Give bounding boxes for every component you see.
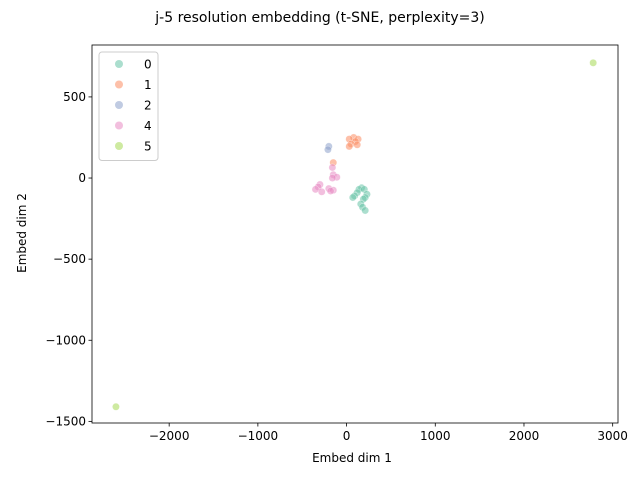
point-series-5-0 <box>589 58 598 67</box>
chart-title: j-5 resolution embedding (t-SNE, perplex… <box>154 10 484 26</box>
point-series-1-6 <box>345 142 354 151</box>
legend-marker-5 <box>115 142 123 150</box>
legend-marker-4 <box>115 121 123 130</box>
x-tick-label: 3000 <box>597 429 628 443</box>
legend-frame <box>98 51 159 161</box>
point-series-1-5 <box>353 140 362 149</box>
y-tick-label: 0 <box>78 171 86 185</box>
point-series-0-11 <box>361 206 370 215</box>
point-series-4-9 <box>326 187 335 195</box>
x-tick-label: −2000 <box>149 429 190 443</box>
legend-marker-2 <box>115 101 123 109</box>
y-tick-label: −500 <box>53 252 86 266</box>
legend-marker-1 <box>115 80 123 89</box>
point-series-4-3 <box>328 174 337 182</box>
legend-label-1: 1 <box>144 78 152 92</box>
y-tick-label: −1500 <box>45 414 86 428</box>
point-series-2-1 <box>324 145 332 154</box>
x-tick-label: −1000 <box>238 429 279 443</box>
points-layer <box>112 58 598 411</box>
y-tick-label: 500 <box>63 90 86 104</box>
x-axis-label: Embed dim 1 <box>312 451 392 465</box>
y-axis: 500 0 −500 −1000 −1500 <box>45 90 92 428</box>
y-axis-label: Embed dim 2 <box>15 193 29 273</box>
legend: 0 1 2 4 5 <box>98 51 159 161</box>
legend-label-5: 5 <box>144 140 152 154</box>
point-series-5-1 <box>112 402 120 411</box>
x-axis: −2000 −1000 0 1000 2000 3000 <box>149 423 628 443</box>
point-series-4-10 <box>317 187 326 196</box>
point-series-4-0 <box>328 163 337 172</box>
x-tick-label: 0 <box>343 429 351 443</box>
legend-marker-0 <box>115 60 123 68</box>
legend-label-2: 2 <box>144 99 152 113</box>
plot-area <box>91 44 619 424</box>
legend-label-0: 0 <box>144 58 152 72</box>
y-tick-label: −1000 <box>45 333 86 347</box>
x-tick-label: 2000 <box>509 429 540 443</box>
x-tick-label: 1000 <box>420 429 451 443</box>
point-series-0-7 <box>348 193 357 202</box>
legend-label-4: 4 <box>144 119 152 133</box>
